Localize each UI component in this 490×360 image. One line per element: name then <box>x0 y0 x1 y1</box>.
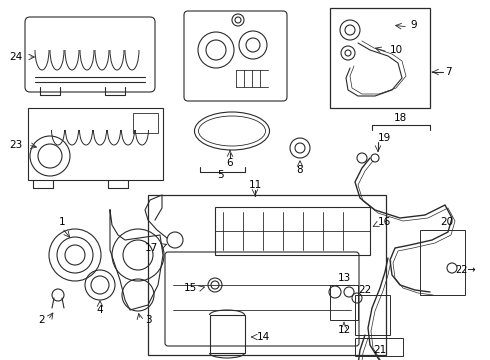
Bar <box>210 315 245 353</box>
Text: 4: 4 <box>97 305 103 315</box>
Text: 18: 18 <box>393 113 407 123</box>
Bar <box>215 207 370 255</box>
Text: 6: 6 <box>227 158 233 168</box>
Text: 14: 14 <box>257 332 270 342</box>
Bar <box>420 230 465 295</box>
Bar <box>330 285 358 320</box>
Text: 5: 5 <box>217 170 223 180</box>
Text: 16: 16 <box>378 217 391 227</box>
Text: 23: 23 <box>9 140 22 150</box>
Text: 7: 7 <box>445 67 452 77</box>
Text: 22: 22 <box>358 285 371 295</box>
Text: 15: 15 <box>184 283 197 293</box>
Text: 10: 10 <box>390 45 403 55</box>
Bar <box>133 113 158 133</box>
Text: 24: 24 <box>9 52 22 62</box>
Text: 12: 12 <box>338 325 351 335</box>
Text: 9: 9 <box>410 20 416 30</box>
Bar <box>148 195 386 355</box>
Text: 2: 2 <box>39 315 45 325</box>
Text: 20: 20 <box>440 217 453 227</box>
Text: 3: 3 <box>145 315 151 325</box>
Text: 19: 19 <box>378 133 391 143</box>
Bar <box>355 338 403 356</box>
Text: 13: 13 <box>338 273 351 283</box>
Bar <box>28 108 163 180</box>
Text: 21: 21 <box>373 345 387 355</box>
Bar <box>355 295 390 335</box>
Text: 8: 8 <box>296 165 303 175</box>
Text: 17: 17 <box>145 243 158 253</box>
Text: 11: 11 <box>248 180 262 190</box>
Text: 1: 1 <box>59 217 65 227</box>
Text: 22→: 22→ <box>455 265 476 275</box>
Bar <box>330 8 430 108</box>
